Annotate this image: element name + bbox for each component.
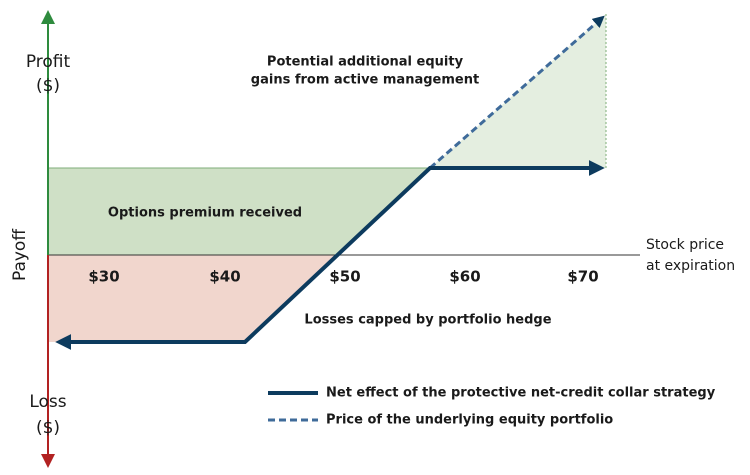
loss-arrow [41,454,55,468]
x-label: Stock price [646,237,724,253]
equity-line [429,15,605,170]
legend-label: Price of the underlying equity portfolio [326,413,613,428]
annotation: Options premium received [108,206,302,221]
x-tick-label: $30 [88,268,119,286]
x-tick-label: $50 [329,268,360,286]
x-label: at expiration [646,258,735,274]
annotation: Losses capped by portfolio hedge [304,313,551,328]
profit-unit: ($) [36,76,60,96]
annotation: gains from active management [251,73,479,88]
profit-arrow [41,10,55,24]
loss-unit: ($) [36,418,60,438]
profit-label: Profit [26,52,71,72]
x-tick-label: $60 [449,268,480,286]
annotation: Potential additional equity [267,55,464,70]
y-label: Payoff [10,228,30,281]
x-tick-label: $70 [567,268,598,286]
collar-line [55,160,605,350]
legend-label: Net effect of the protective net-credit … [326,386,716,401]
loss-label: Loss [29,392,66,412]
x-tick-label: $40 [209,268,240,286]
